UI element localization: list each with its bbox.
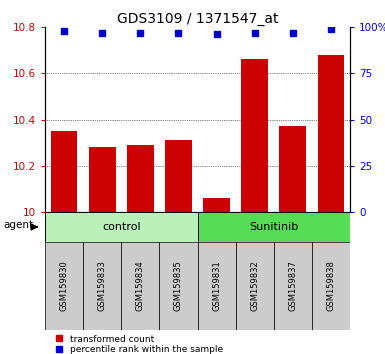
Bar xyxy=(241,59,268,212)
Text: GSM159837: GSM159837 xyxy=(288,261,297,312)
Bar xyxy=(51,131,77,212)
Text: agent: agent xyxy=(3,221,34,230)
Bar xyxy=(318,55,344,212)
Bar xyxy=(121,242,159,330)
Bar xyxy=(203,198,230,212)
Bar xyxy=(89,147,116,212)
Text: GSM159832: GSM159832 xyxy=(250,261,259,312)
Text: GSM159830: GSM159830 xyxy=(60,261,69,312)
Bar xyxy=(198,242,236,330)
Bar xyxy=(274,242,312,330)
Bar xyxy=(198,212,350,242)
Bar xyxy=(280,126,306,212)
Bar xyxy=(165,140,192,212)
Text: GSM159833: GSM159833 xyxy=(98,261,107,312)
Text: GSM159834: GSM159834 xyxy=(136,261,145,312)
Text: Sunitinib: Sunitinib xyxy=(249,222,298,232)
Bar xyxy=(159,242,198,330)
Bar xyxy=(83,242,121,330)
Bar xyxy=(312,242,350,330)
Text: GSM159838: GSM159838 xyxy=(326,261,335,312)
Bar xyxy=(236,242,274,330)
Title: GDS3109 / 1371547_at: GDS3109 / 1371547_at xyxy=(117,12,278,26)
Legend: transformed count, percentile rank within the sample: transformed count, percentile rank withi… xyxy=(50,335,223,354)
Text: GSM159835: GSM159835 xyxy=(174,261,183,312)
Text: control: control xyxy=(102,222,141,232)
Text: GSM159831: GSM159831 xyxy=(212,261,221,312)
Bar xyxy=(45,212,198,242)
Bar xyxy=(45,242,83,330)
Bar xyxy=(127,145,154,212)
